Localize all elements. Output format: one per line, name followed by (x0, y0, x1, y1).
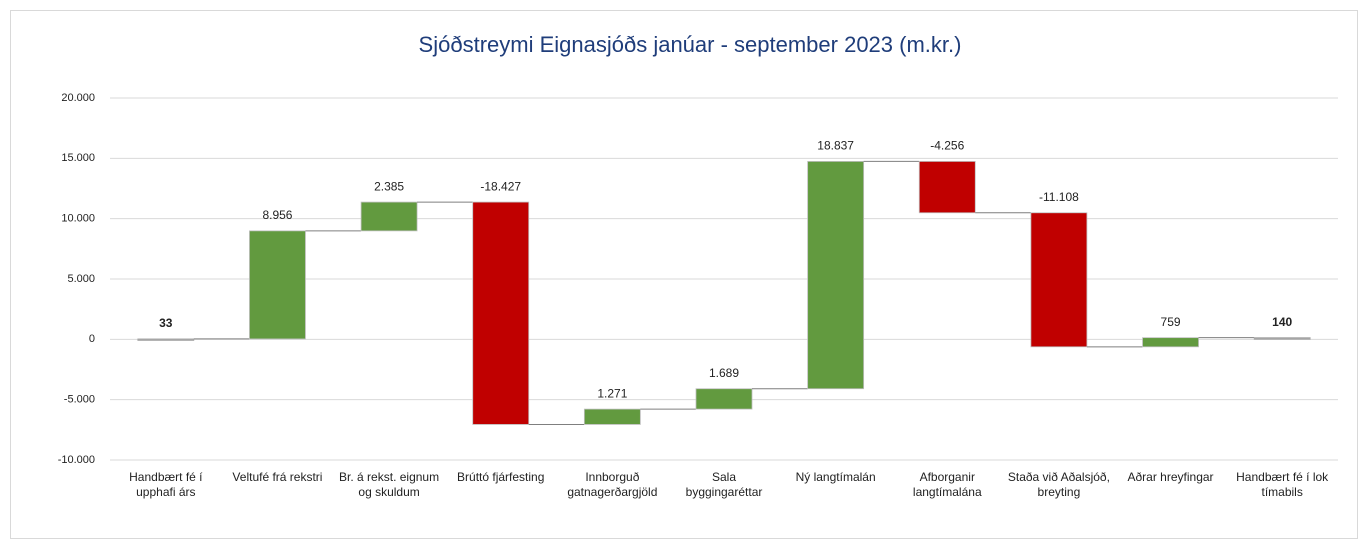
x-tick-label: Sala byggingaréttar (685, 470, 763, 499)
y-tick-label: 20.000 (61, 92, 95, 104)
x-tick-label: Afborganir langtímalána (912, 470, 982, 499)
data-label: -4.256 (930, 139, 964, 153)
y-tick-label: 15.000 (61, 152, 95, 164)
y-tick-label: -5.000 (64, 394, 95, 406)
y-tick-label: 10.000 (61, 213, 95, 225)
bar (137, 338, 195, 341)
data-label: 1.689 (709, 366, 739, 380)
bar (807, 161, 865, 390)
bar (583, 408, 641, 425)
bar (1142, 337, 1199, 348)
data-label: 759 (1161, 315, 1181, 329)
bar (695, 388, 753, 410)
chart-title: Sjóðstreymi Eignasjóðs janúar - septembe… (419, 32, 962, 57)
data-label: 33 (159, 316, 173, 330)
data-label: 140 (1272, 315, 1292, 329)
data-label: 18.837 (817, 139, 854, 153)
bar (1253, 337, 1311, 340)
x-tick-label: Innborguð gatnagerðargjöld (567, 470, 658, 499)
x-tick-label: Ný langtímalán (795, 470, 876, 484)
data-label: 1.271 (597, 386, 627, 400)
y-tick-label: -10.000 (58, 454, 95, 466)
x-tick-label: Br. á rekst. eignum og skuldum (339, 470, 440, 499)
x-tick-label: Staða við Aðalsjóð, breyting (1007, 470, 1110, 499)
bar (472, 201, 530, 425)
x-tick-label: Aðrar hreyfingar (1127, 470, 1214, 484)
y-tick-label: 5.000 (67, 273, 95, 285)
x-tick-label: Veltufé frá rekstri (232, 470, 323, 484)
data-label: -18.427 (480, 179, 521, 193)
bar (249, 230, 306, 340)
data-label: 8.956 (262, 208, 292, 222)
y-tick-label: 0 (89, 333, 95, 345)
x-tick-label: Handbært fé í lok tímabils (1236, 470, 1329, 499)
chart-border (10, 10, 1358, 539)
data-label: 2.385 (374, 179, 404, 193)
x-tick-label: Brúttó fjárfesting (457, 470, 545, 484)
x-tick-label: Handbært fé í upphafi árs (129, 470, 203, 499)
bar (360, 201, 418, 232)
bar (918, 161, 976, 214)
bar (1030, 212, 1088, 348)
data-label: -11.108 (1039, 190, 1079, 204)
